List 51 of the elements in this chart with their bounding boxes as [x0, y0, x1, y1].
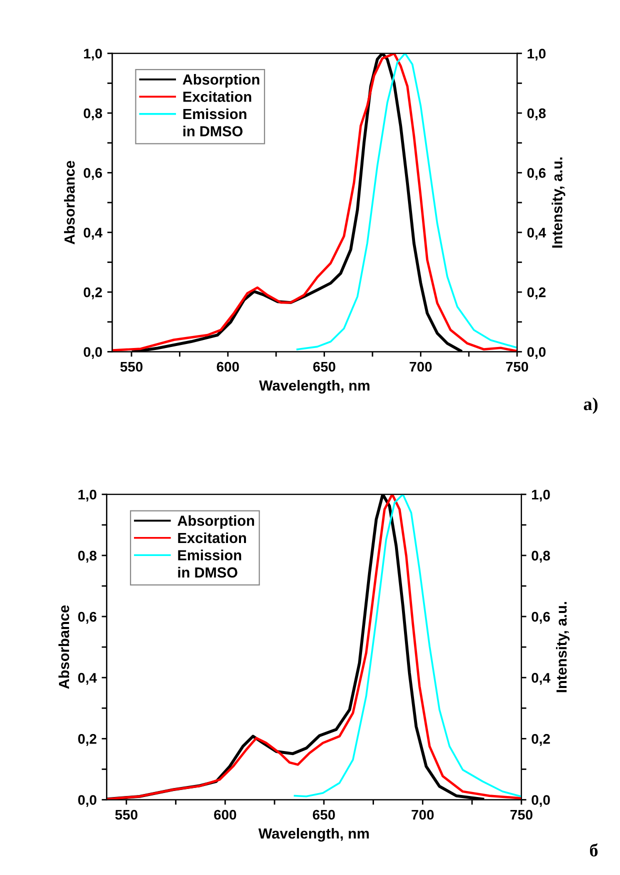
- y-tick-label: 0,2: [84, 287, 102, 300]
- x-tick-label: 750: [510, 810, 532, 820]
- text: a): [584, 398, 598, 414]
- y2-tick-label: 0,4: [532, 672, 550, 685]
- x-tick-label: 750: [506, 362, 528, 372]
- y2-tick-label: 0,8: [532, 550, 550, 563]
- y-tick-label: 0,0: [78, 795, 96, 807]
- x-tick-label: 600: [216, 362, 239, 372]
- y2-tick-label: 0,2: [527, 287, 546, 300]
- x-axis-title: Wavelength, nm: [258, 828, 369, 842]
- y-axis-title: Absorbance: [64, 160, 75, 244]
- legend-label: Emission: [183, 108, 246, 120]
- x-tick-label: 550: [120, 362, 143, 372]
- x-tick-label: 600: [214, 810, 236, 820]
- x-tick-label: 700: [412, 810, 434, 820]
- y-tick-label: 0,0: [84, 347, 102, 359]
- y2-axis-title: Intensity, a.u.: [552, 158, 566, 248]
- y2-tick-label: 0,0: [532, 795, 550, 807]
- legend-label: Absorption: [178, 515, 254, 529]
- line-series: [294, 494, 522, 798]
- x-tick-label: 650: [313, 362, 336, 372]
- y2-tick-label: 0,8: [527, 108, 546, 120]
- y-tick-label: 0,2: [78, 734, 96, 746]
- y-tick-label: 0,6: [84, 168, 102, 180]
- legend-label: Excitation: [183, 91, 252, 102]
- y2-tick-label: 1,0: [528, 48, 546, 61]
- y2-axis-title: Intensity, a.u.: [556, 602, 570, 692]
- y-axis-title: Absorbance: [58, 605, 70, 689]
- annotation: in DMSO: [183, 126, 243, 136]
- y2-tick-label: 1,0: [532, 490, 550, 502]
- y-tick-label: 1,0: [78, 490, 96, 502]
- y-tick-label: 0,8: [78, 550, 96, 563]
- y-tick-label: 0,4: [78, 672, 97, 685]
- x-axis-title: Wavelength, nm: [259, 380, 370, 394]
- y2-tick-label: 0,4: [527, 228, 546, 240]
- legend-label: Excitation: [178, 532, 246, 544]
- y2-tick-label: 0,2: [532, 734, 550, 746]
- x-tick-label: 550: [115, 810, 138, 820]
- y-tick-label: 0,6: [78, 612, 96, 624]
- y2-tick-label: 0,6: [527, 168, 546, 180]
- text: б: [590, 843, 598, 856]
- y2-tick-label: 0,0: [527, 347, 546, 359]
- y2-tick-label: 0,6: [532, 612, 550, 624]
- y-tick-label: 0,4: [84, 228, 102, 240]
- x-tick-label: 650: [312, 810, 335, 820]
- y-tick-label: 0,8: [84, 108, 102, 120]
- legend-label: Absorption: [182, 74, 260, 88]
- x-tick-label: 700: [410, 362, 432, 372]
- annotation: in DMSO: [178, 566, 238, 578]
- y-tick-label: 1,0: [84, 48, 102, 61]
- legend-label: Emission: [178, 550, 242, 560]
